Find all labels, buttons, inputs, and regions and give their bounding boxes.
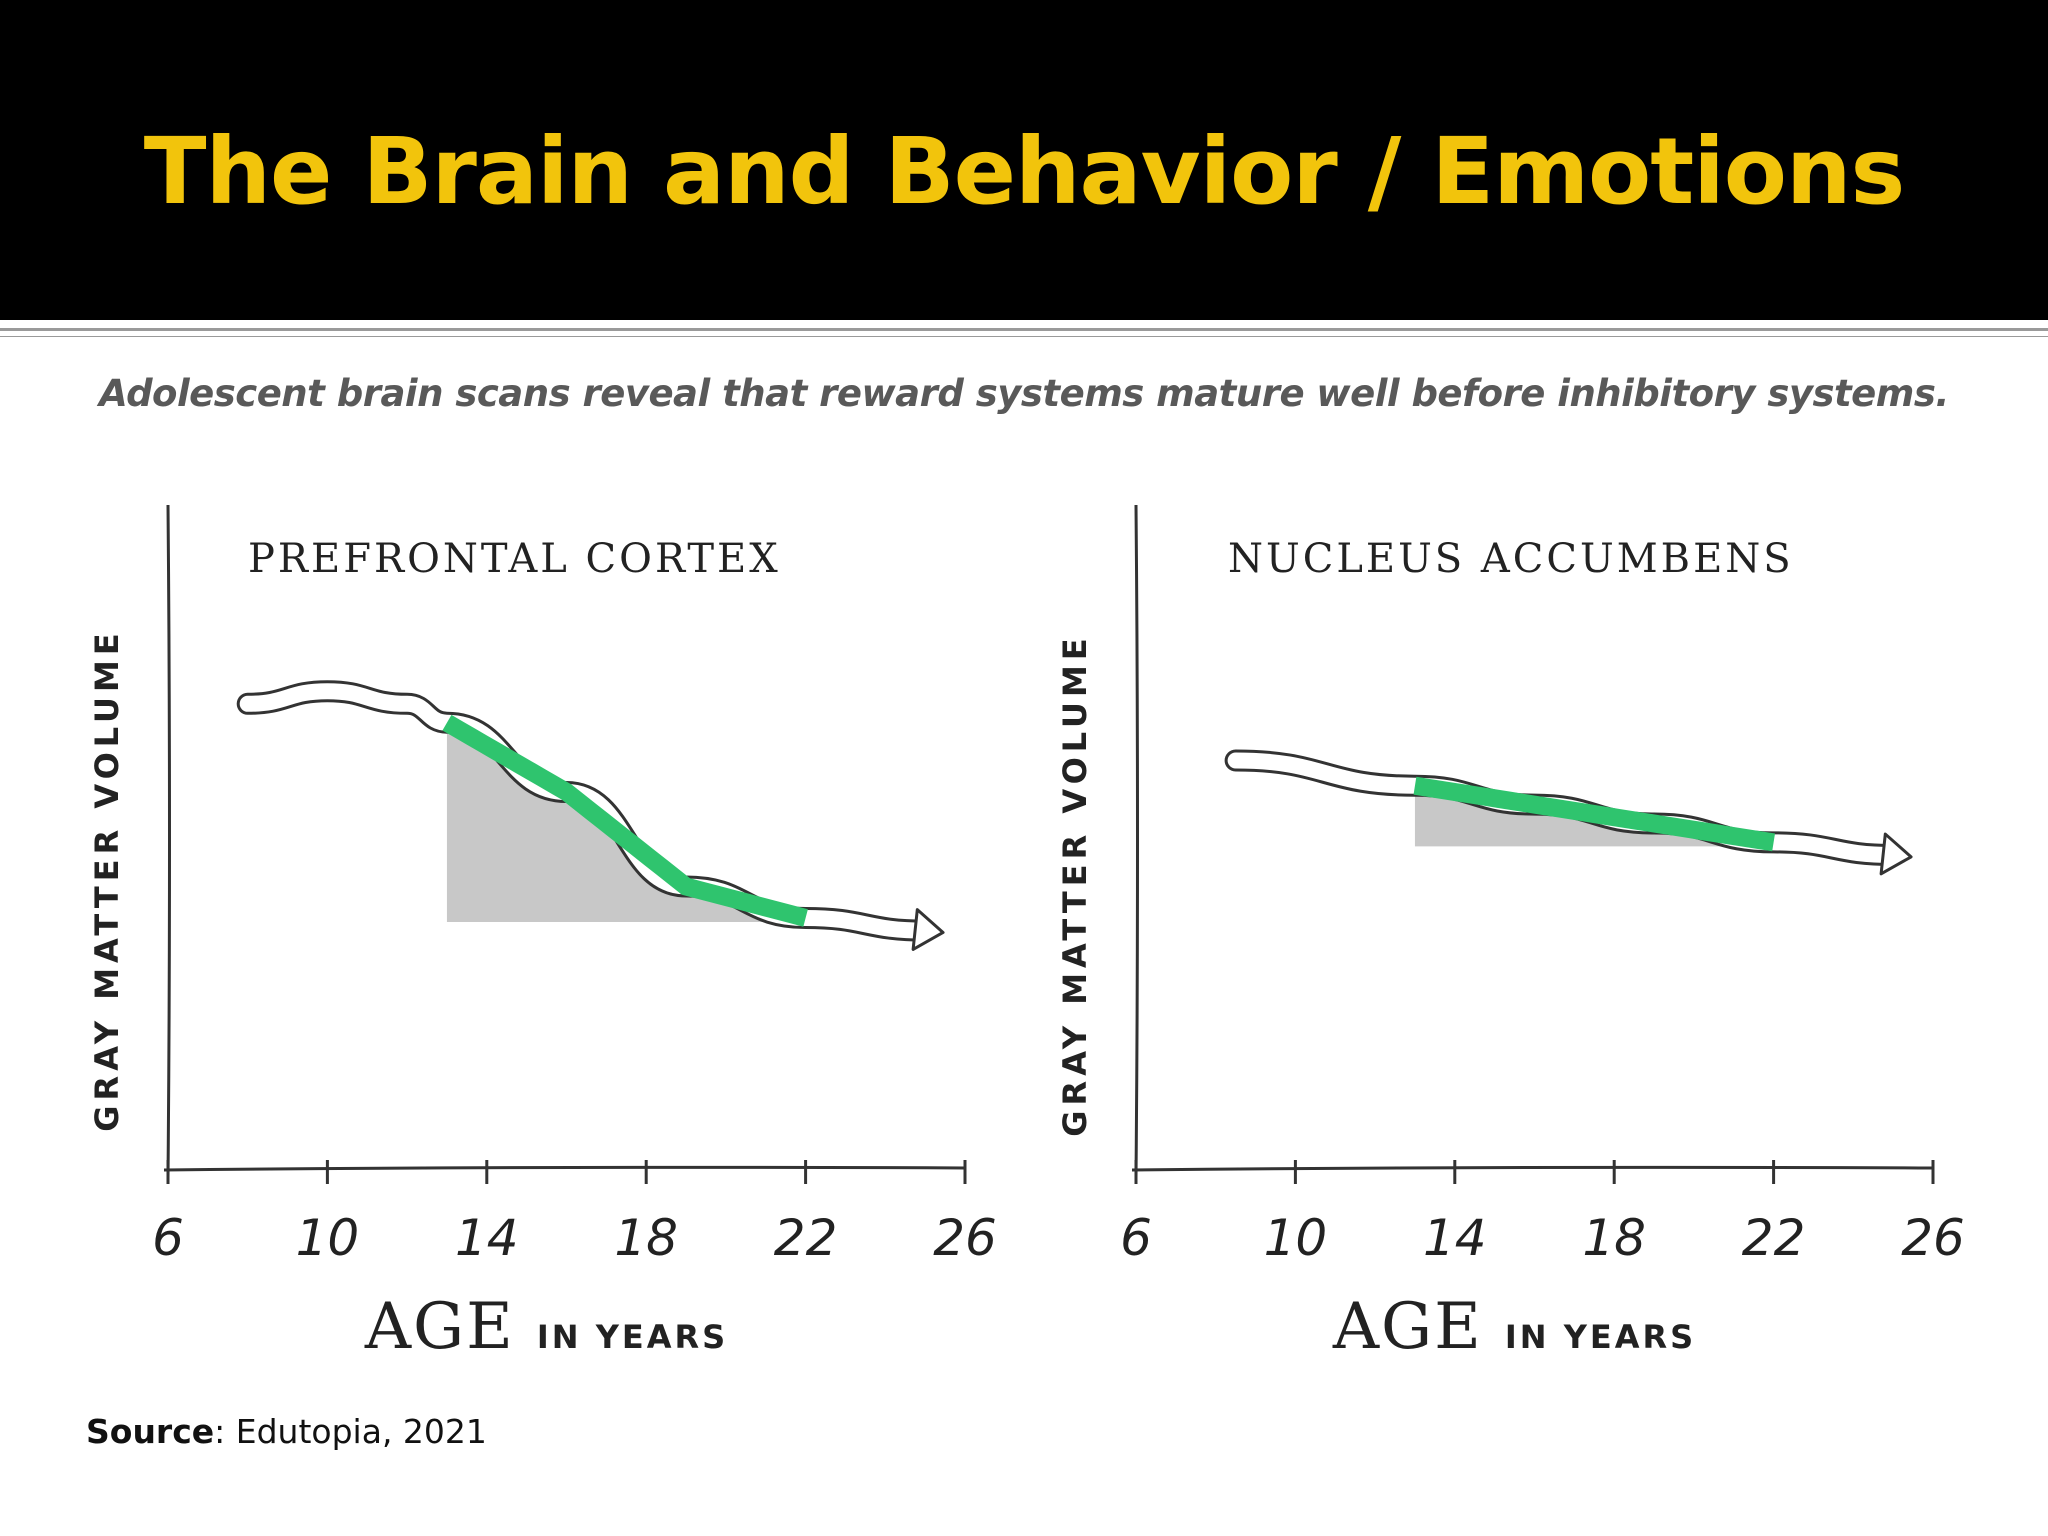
source-citation: Source: Edutopia, 2021 [86, 1412, 487, 1451]
source-label: Source [86, 1412, 215, 1451]
y-axis-label: GRAY MATTER VOLUME [88, 628, 126, 1131]
title-bar: The Brain and Behavior / Emotions [0, 0, 2048, 320]
arrowhead [911, 908, 945, 951]
x-axis-label: AGE IN YEARS [364, 1290, 728, 1364]
y-axis [1134, 504, 1139, 1179]
x-tick-label: 22 [1742, 1209, 1806, 1267]
x-tick-label: 22 [774, 1209, 838, 1267]
x-axis-label: AGE IN YEARS [1332, 1290, 1696, 1364]
y-axis-label: GRAY MATTER VOLUME [1056, 633, 1094, 1136]
slide-title: The Brain and Behavior / Emotions [143, 118, 1906, 225]
highlight-segment [1413, 776, 1776, 852]
panel-title: NUCLEUS ACCUMBENS [1228, 536, 1794, 582]
x-axis-label-sub: IN YEARS [537, 1318, 728, 1356]
nucleus-accumbens-chart: 6 10 14 18 22 26 NUCLEUS ACCUMBENS GRAY MATTER … [1056, 504, 1965, 1364]
highlight-segment [442, 714, 808, 927]
x-axis [1131, 1165, 1934, 1172]
x-axis [163, 1165, 966, 1172]
x-tick-label: 18 [614, 1209, 678, 1267]
x-axis-label-main: AGE [1332, 1290, 1483, 1364]
source-text: : Edutopia, 2021 [214, 1412, 487, 1451]
panel-title: PREFRONTAL CORTEX [248, 536, 781, 582]
x-tick-label: 6 [152, 1209, 184, 1267]
divider-rule [0, 328, 2048, 331]
x-tick-label: 26 [1901, 1209, 1965, 1267]
x-tick-label: 10 [1264, 1209, 1328, 1267]
y-axis [166, 504, 171, 1179]
arrowhead [1879, 832, 1913, 876]
x-tick-label: 26 [933, 1209, 997, 1267]
x-tick-label: 18 [1582, 1209, 1646, 1267]
x-tick-label: 6 [1120, 1209, 1152, 1267]
slide-subtitle: Adolescent brain scans reveal that rewar… [99, 372, 1949, 415]
x-axis-label-sub: IN YEARS [1505, 1318, 1696, 1356]
prefrontal-cortex-chart: 6 10 14 18 22 26 PREFRONTAL CORTEX GRAY MATTER … [88, 504, 997, 1364]
x-tick-label: 14 [1423, 1209, 1487, 1267]
x-tick-label: 10 [296, 1209, 360, 1267]
x-tick-label: 14 [455, 1209, 519, 1267]
shaded-region [446, 722, 806, 922]
x-axis-label-main: AGE [364, 1290, 515, 1364]
divider-rule-thin [0, 336, 2048, 337]
